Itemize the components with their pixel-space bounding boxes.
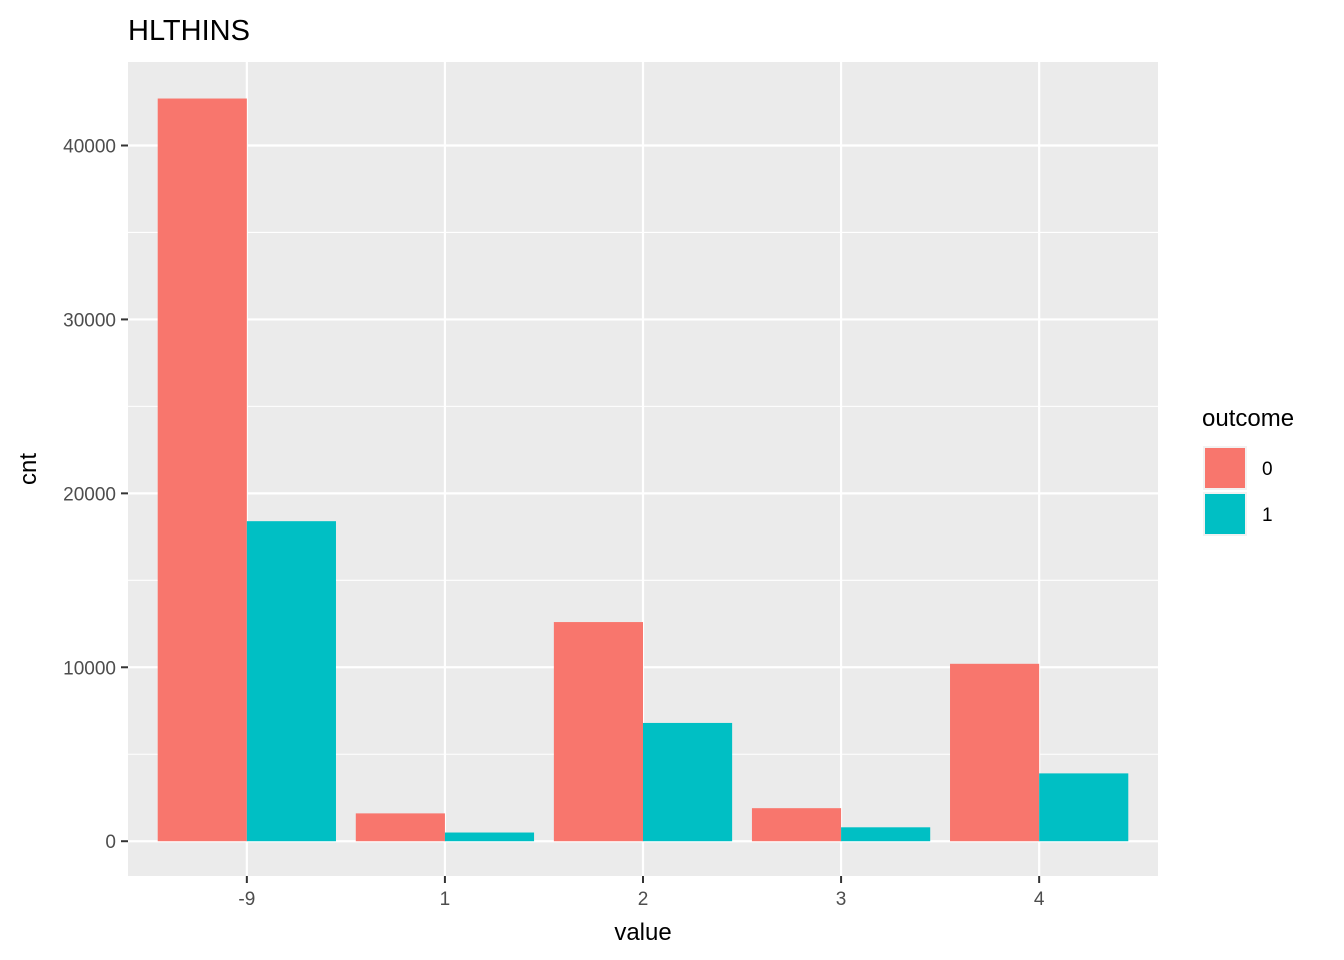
- legend-key-0: [1205, 448, 1245, 488]
- bar-1-outcome-1: [444, 832, 535, 842]
- y-axis-title: cnt: [15, 453, 42, 485]
- bar--9-outcome-1: [246, 521, 336, 842]
- legend-label: 0: [1262, 459, 1273, 480]
- y-tick-label: 10000: [63, 658, 116, 679]
- bar--9-outcome-0: [157, 98, 247, 842]
- bars-group: [157, 98, 1129, 842]
- y-tick-label: 30000: [63, 310, 116, 331]
- bar-4-outcome-0: [950, 663, 1040, 842]
- bar-1-outcome-0: [355, 813, 445, 842]
- legend-title: outcome: [1202, 405, 1294, 432]
- x-tick-label: 3: [836, 889, 847, 910]
- x-tick-label: -9: [238, 889, 255, 910]
- bar-4-outcome-1: [1039, 773, 1129, 842]
- legend-label: 1: [1262, 505, 1273, 526]
- chart-title: HLTHINS: [128, 15, 250, 47]
- x-tick-label: 2: [638, 889, 649, 910]
- x-tick-label: 4: [1034, 889, 1045, 910]
- bar-3-outcome-1: [841, 827, 931, 842]
- y-axis: 0 10000 20000 30000 40000: [63, 136, 128, 853]
- bar-2-outcome-1: [643, 722, 733, 842]
- legend: outcome 0 1: [1202, 405, 1294, 536]
- y-tick-label: 0: [105, 832, 116, 853]
- bar-2-outcome-0: [553, 622, 643, 842]
- y-tick-label: 20000: [63, 484, 116, 505]
- bar-3-outcome-0: [751, 808, 842, 842]
- x-axis-title: value: [614, 919, 671, 946]
- y-tick-label: 40000: [63, 136, 116, 157]
- x-axis: -9 1 2 3 4: [238, 876, 1045, 910]
- x-tick-label: 1: [440, 889, 451, 910]
- legend-key-1: [1205, 494, 1245, 534]
